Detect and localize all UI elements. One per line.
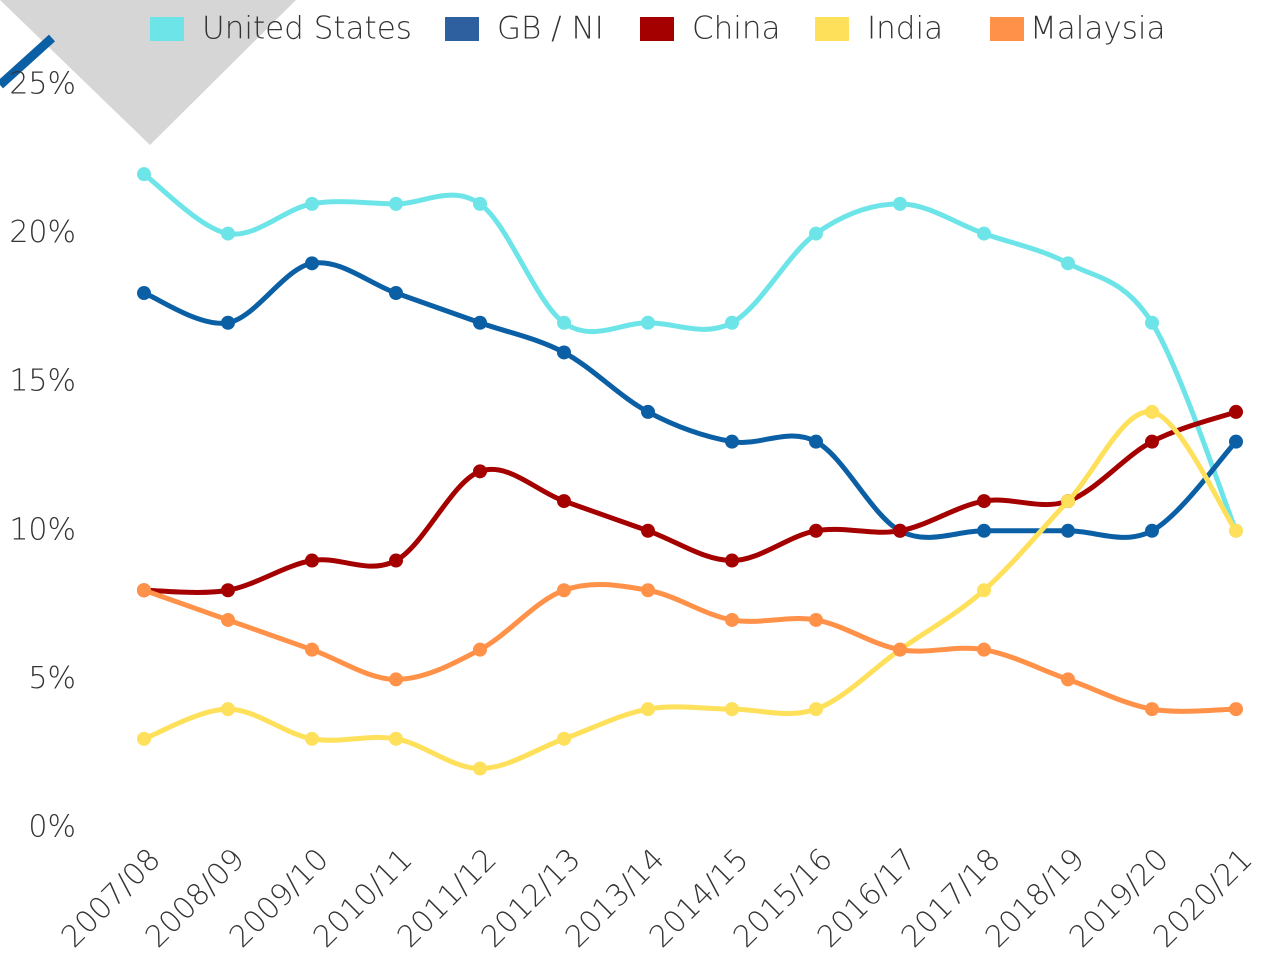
point: [1229, 404, 1243, 419]
point: [221, 315, 235, 330]
legend-label: China: [692, 11, 781, 47]
point: [977, 226, 991, 241]
y-tick-label: 15%: [9, 364, 76, 399]
legend-label: India: [867, 11, 943, 47]
legend-swatch: [990, 17, 1024, 41]
legend-label: United States: [202, 11, 412, 47]
point: [1061, 672, 1075, 687]
y-tick-label: 20%: [9, 215, 76, 250]
point: [1145, 523, 1159, 538]
point: [473, 761, 487, 776]
point: [893, 642, 907, 657]
point: [557, 315, 571, 330]
point: [725, 702, 739, 717]
plot: [137, 167, 1243, 776]
point: [977, 523, 991, 538]
point: [557, 494, 571, 509]
point: [557, 583, 571, 598]
point: [809, 612, 823, 627]
point: [389, 196, 403, 211]
point: [641, 583, 655, 598]
point: [809, 226, 823, 241]
legend-swatch: [640, 17, 674, 41]
point: [725, 434, 739, 449]
point: [305, 731, 319, 746]
y-tick-label: 10%: [9, 512, 76, 547]
point: [1229, 523, 1243, 538]
y-tick-label: 0%: [28, 810, 76, 845]
point: [641, 702, 655, 717]
point: [641, 315, 655, 330]
legend-swatch: [815, 17, 849, 41]
point: [389, 731, 403, 746]
point: [725, 315, 739, 330]
point: [221, 226, 235, 241]
point: [1145, 315, 1159, 330]
legend-label: Malaysia: [1030, 11, 1165, 47]
point: [221, 583, 235, 598]
point: [1145, 434, 1159, 449]
point: [557, 345, 571, 360]
legend-swatch: [150, 17, 184, 41]
point: [1145, 404, 1159, 419]
point: [1061, 523, 1075, 538]
point: [473, 196, 487, 211]
point: [137, 286, 151, 301]
point: [305, 256, 319, 271]
point: [389, 553, 403, 568]
point: [389, 672, 403, 687]
point: [1145, 702, 1159, 717]
point: [977, 642, 991, 657]
series-line: [143, 409, 1239, 772]
point: [893, 196, 907, 211]
point: [1229, 434, 1243, 449]
point: [305, 196, 319, 211]
point: [137, 167, 151, 182]
point: [473, 642, 487, 657]
series-line: [142, 172, 1239, 532]
point: [641, 523, 655, 538]
point: [137, 731, 151, 746]
point: [305, 642, 319, 657]
y-tick-label: 5%: [28, 661, 76, 696]
point: [1061, 494, 1075, 509]
series-line: [143, 582, 1237, 714]
point: [809, 434, 823, 449]
point: [977, 583, 991, 598]
point: [893, 523, 907, 538]
point: [473, 464, 487, 479]
decoration: [0, 0, 296, 145]
point: [557, 731, 571, 746]
point: [221, 612, 235, 627]
legend-swatch: [445, 17, 479, 41]
point: [809, 702, 823, 717]
legend-label: GB / NI: [497, 11, 604, 47]
point: [977, 494, 991, 509]
point: [137, 583, 151, 598]
point: [389, 286, 403, 301]
y-tick-label: 25%: [9, 67, 76, 102]
point: [725, 612, 739, 627]
point: [1229, 702, 1243, 717]
decoration: [0, 34, 56, 89]
point: [305, 553, 319, 568]
point: [1061, 256, 1075, 271]
point: [725, 553, 739, 568]
point: [809, 523, 823, 538]
point: [473, 315, 487, 330]
point: [221, 702, 235, 717]
point: [641, 404, 655, 419]
